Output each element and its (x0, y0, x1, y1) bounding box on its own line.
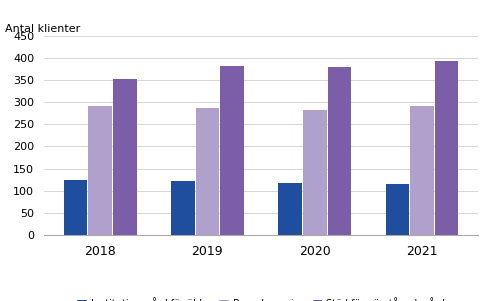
Bar (278, 183, 302, 235)
Bar (63, 180, 87, 235)
Text: Antal klienter: Antal klienter (5, 24, 80, 34)
Bar (113, 79, 137, 235)
Bar (303, 110, 326, 235)
Bar (386, 185, 409, 235)
Bar (171, 181, 195, 235)
Bar (435, 61, 459, 235)
Legend: Institutionsvård för äldre, Boendeservice, Stöd för närståendevård: Institutionsvård för äldre, Boendeservic… (73, 295, 449, 301)
Bar (196, 108, 219, 235)
Bar (88, 106, 112, 235)
Bar (410, 106, 434, 235)
Bar (327, 67, 351, 235)
Bar (220, 66, 244, 235)
